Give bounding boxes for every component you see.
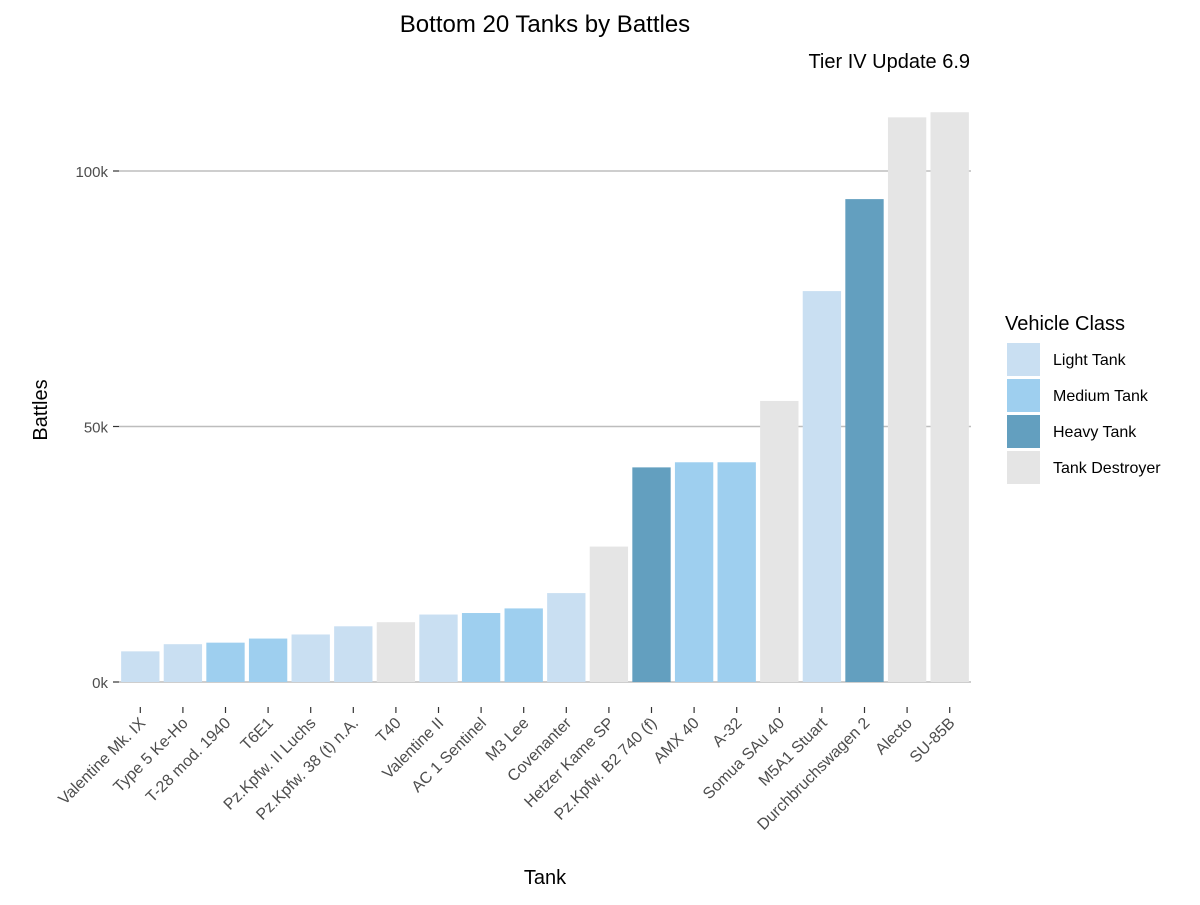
y-axis-title: Battles bbox=[30, 379, 52, 440]
bar bbox=[419, 614, 458, 682]
bar bbox=[547, 593, 586, 682]
bar bbox=[163, 644, 203, 682]
bar bbox=[376, 622, 416, 682]
bar bbox=[248, 638, 288, 682]
bar bbox=[802, 291, 842, 682]
legend-key bbox=[1007, 415, 1040, 448]
x-tick-label: SU-85B bbox=[907, 715, 959, 767]
legend-label: Heavy Tank bbox=[1053, 424, 1137, 441]
x-axis-title: Tank bbox=[524, 867, 567, 889]
bar bbox=[291, 634, 330, 682]
chart-subtitle: Tier IV Update 6.9 bbox=[808, 51, 970, 73]
bar bbox=[845, 199, 884, 683]
y-axis-ticks: 0k 50k 100k bbox=[75, 164, 119, 692]
chart-title: Bottom 20 Tanks by Battles bbox=[400, 11, 690, 38]
bar bbox=[206, 642, 245, 682]
grid-lines bbox=[119, 170, 971, 683]
legend-key bbox=[1007, 451, 1040, 484]
legend-key bbox=[1007, 379, 1040, 412]
bar bbox=[760, 400, 799, 682]
bar bbox=[674, 462, 714, 682]
x-tick-label: Type 5 Ke-Ho bbox=[111, 715, 192, 796]
legend-key bbox=[1007, 343, 1040, 376]
bar bbox=[930, 112, 969, 683]
bar bbox=[504, 608, 543, 682]
bars bbox=[121, 112, 969, 683]
legend: Vehicle Class Light Tank Medium Tank Heavy… bbox=[1005, 313, 1161, 484]
bar bbox=[334, 626, 373, 682]
x-tick-label: AC 1 Sentinel bbox=[409, 715, 490, 796]
bar bbox=[121, 651, 160, 682]
x-tick-label: AMX 40 bbox=[651, 715, 703, 767]
x-tick-label: T40 bbox=[373, 715, 405, 747]
legend-label: Tank Destroyer bbox=[1053, 460, 1161, 477]
legend-label: Light Tank bbox=[1053, 352, 1127, 369]
legend-title: Vehicle Class bbox=[1005, 313, 1125, 335]
bar bbox=[589, 546, 629, 682]
bar bbox=[887, 117, 927, 683]
bar bbox=[461, 613, 501, 682]
legend-label: Medium Tank bbox=[1053, 388, 1149, 405]
bar bbox=[717, 462, 756, 682]
bar bbox=[632, 467, 671, 682]
y-tick-label: 0k bbox=[92, 675, 108, 692]
x-tick-label: T6E1 bbox=[238, 715, 277, 754]
x-tick-label: A-32 bbox=[710, 715, 746, 751]
y-tick-label: 50k bbox=[84, 420, 109, 437]
y-tick-label: 100k bbox=[75, 164, 108, 181]
